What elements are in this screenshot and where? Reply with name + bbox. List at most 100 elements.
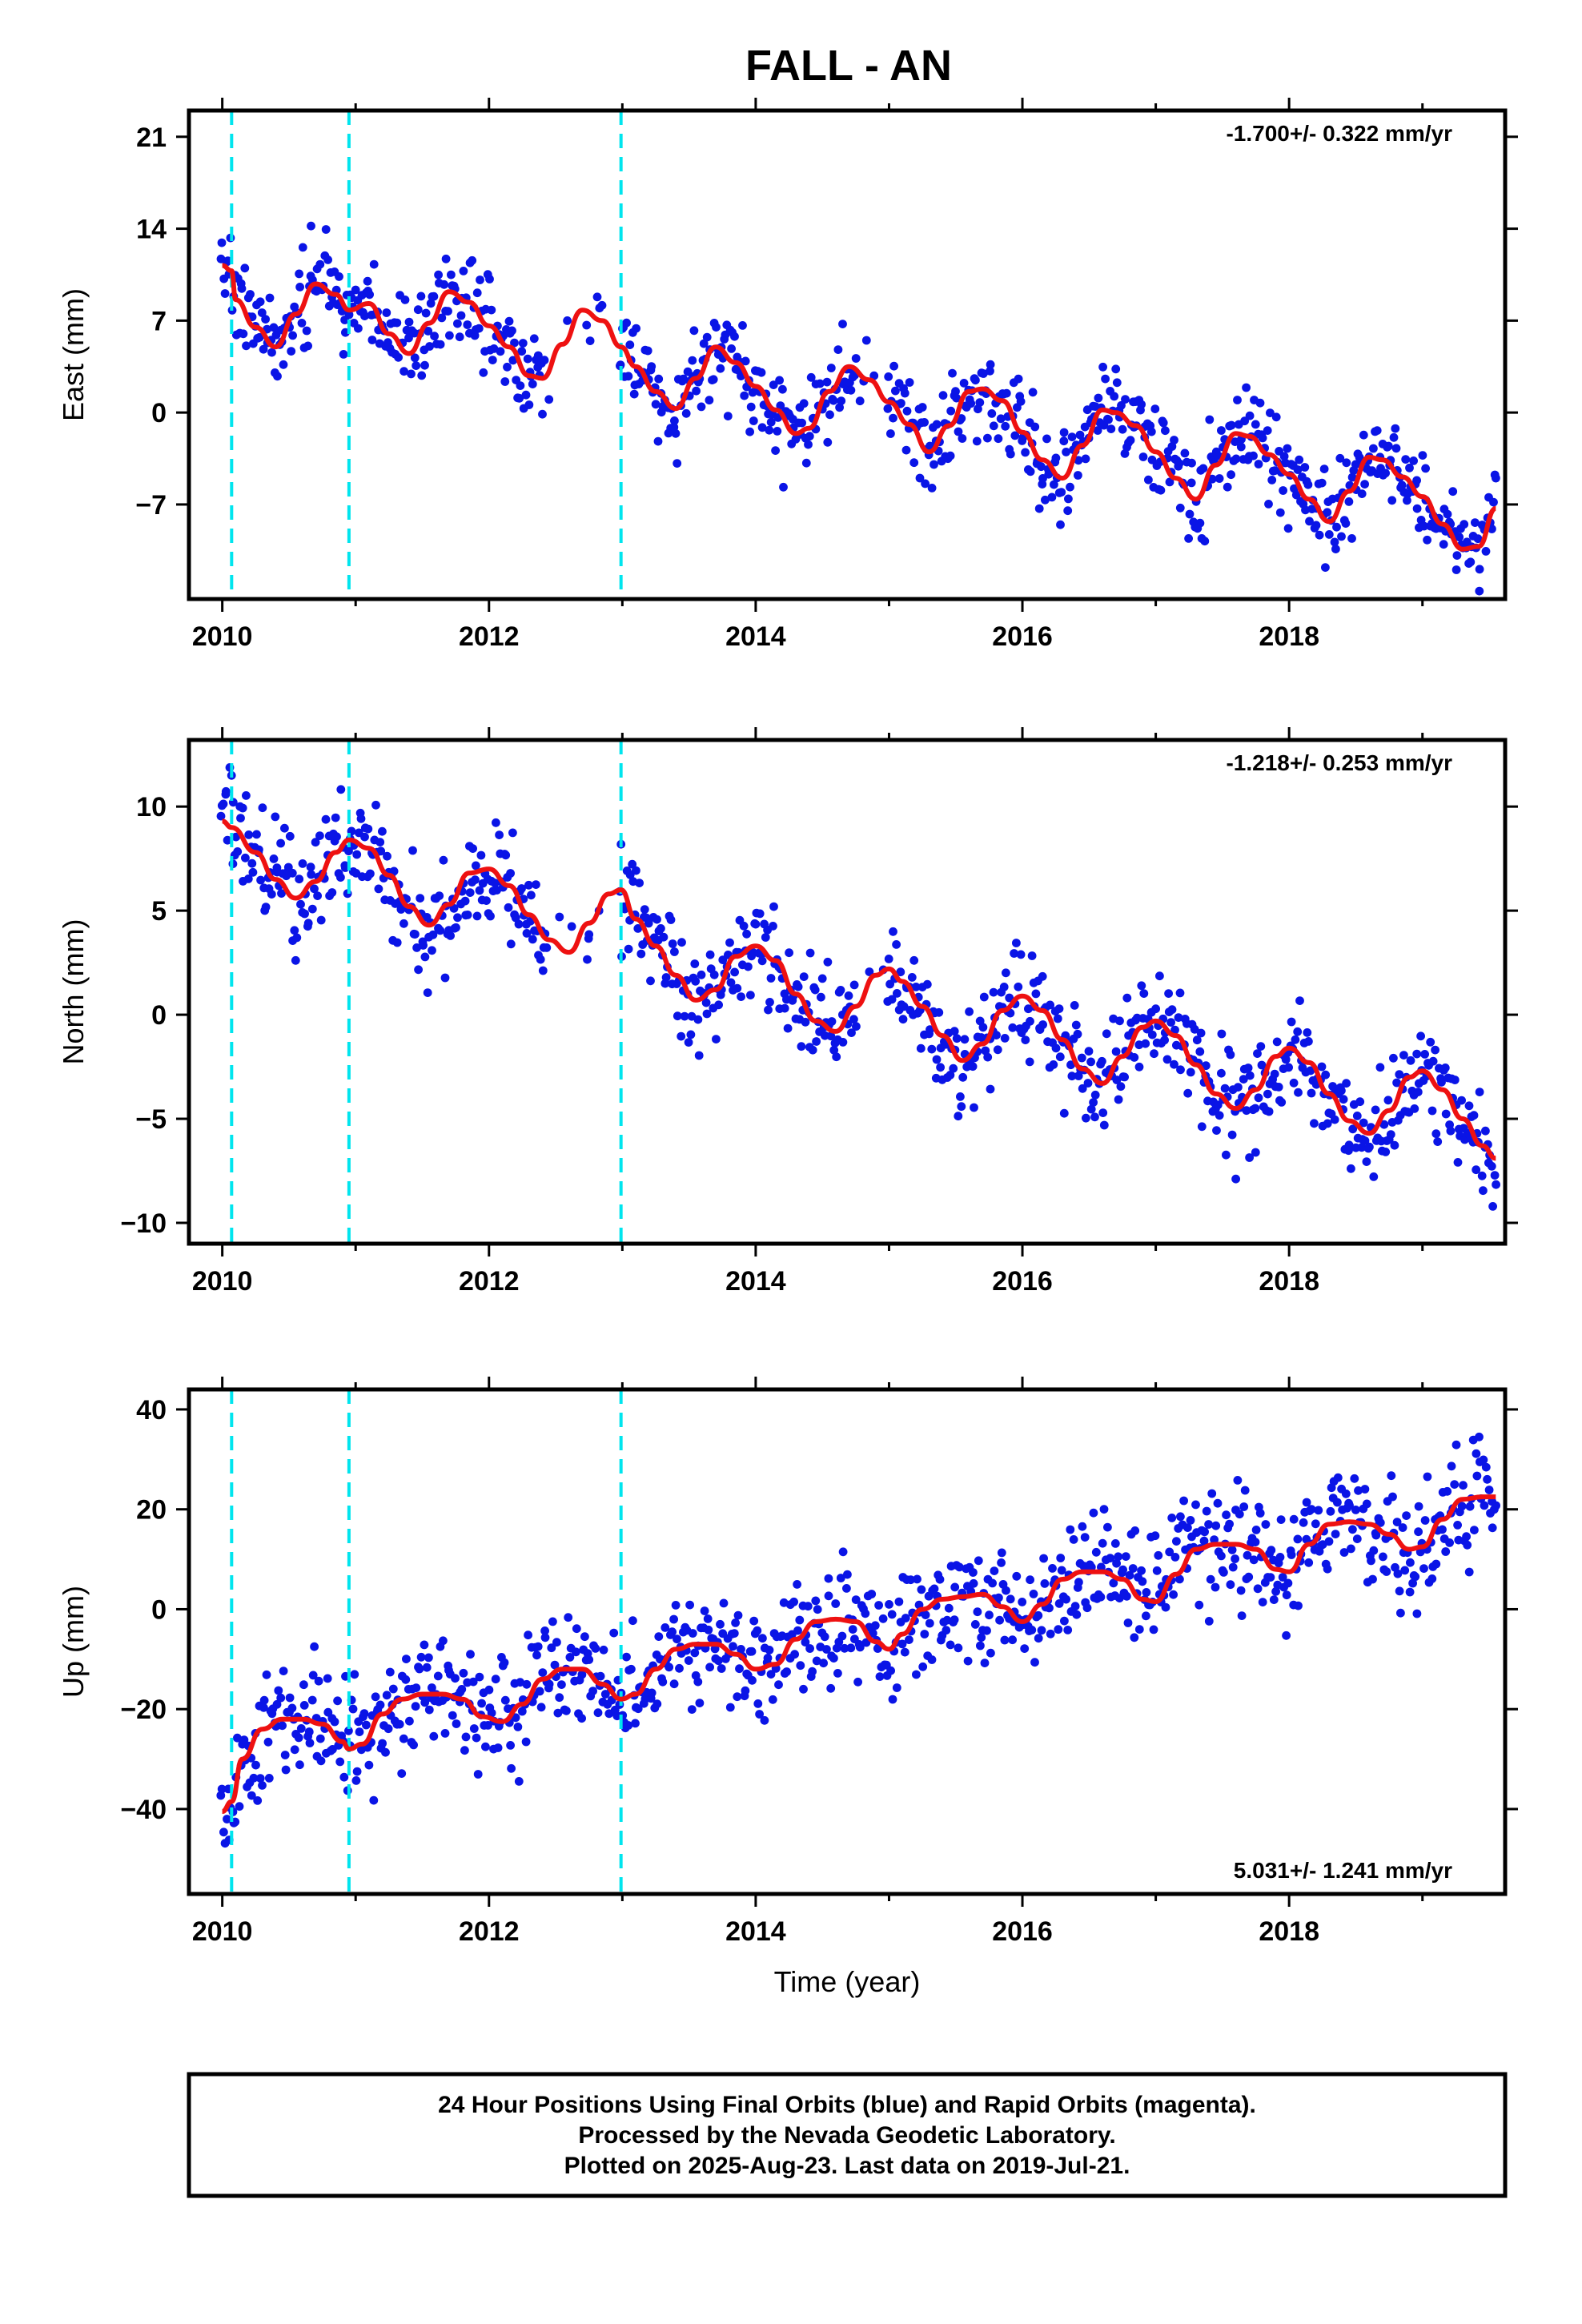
- data-point: [392, 938, 402, 947]
- data-point: [523, 354, 532, 364]
- data-point: [449, 903, 459, 913]
- data-point: [564, 1613, 573, 1622]
- data-point: [414, 965, 423, 975]
- data-point: [1210, 1535, 1219, 1544]
- data-point: [661, 973, 671, 982]
- data-point: [1487, 1161, 1496, 1171]
- data-point: [1359, 1118, 1368, 1128]
- data-point: [475, 1672, 484, 1682]
- data-point: [413, 305, 423, 315]
- data-point: [486, 911, 495, 921]
- data-point: [425, 342, 434, 351]
- data-point: [315, 831, 324, 840]
- data-point: [1455, 533, 1464, 542]
- data-point: [1175, 1574, 1184, 1584]
- data-point: [930, 1584, 939, 1594]
- data-point: [1064, 494, 1073, 504]
- data-point: [1453, 1521, 1462, 1530]
- data-point: [506, 1741, 515, 1750]
- data-point: [1411, 1572, 1420, 1582]
- data-point: [1172, 1537, 1181, 1546]
- data-point: [948, 368, 957, 378]
- data-point: [1481, 1126, 1490, 1136]
- data-point: [1080, 1533, 1090, 1542]
- data-point: [1056, 1554, 1066, 1562]
- data-point: [513, 1723, 523, 1731]
- data-point: [235, 1802, 244, 1811]
- data-point: [679, 374, 688, 384]
- y-axis-label: Up (mm): [57, 1586, 90, 1698]
- data-point: [654, 374, 664, 384]
- data-point: [321, 814, 331, 824]
- data-point: [375, 1700, 385, 1710]
- data-point: [280, 823, 289, 833]
- x-axis: 2010 2012 2014 2016 2018: [192, 727, 1424, 1297]
- data-point: [1324, 530, 1334, 539]
- data-point: [1204, 1520, 1213, 1529]
- data-point: [1038, 971, 1047, 981]
- data-point: [884, 955, 893, 963]
- x-tick-label: 2012: [459, 1916, 520, 1947]
- data-point: [1114, 1552, 1123, 1562]
- data-point: [511, 913, 520, 923]
- data-point: [1439, 540, 1448, 549]
- data-point: [771, 446, 780, 455]
- data-point: [1426, 1037, 1435, 1047]
- data-point: [1021, 448, 1030, 457]
- data-point: [1098, 1538, 1107, 1548]
- data-point: [826, 1031, 836, 1041]
- footer-box: 24 Hour Positions Using Final Orbits (bl…: [187, 2072, 1508, 2198]
- data-point: [934, 1007, 944, 1017]
- data-point: [255, 297, 265, 307]
- data-point: [1111, 364, 1121, 374]
- data-point: [455, 332, 464, 342]
- data-point: [894, 1597, 904, 1606]
- data-point: [817, 992, 825, 1002]
- data-point: [1450, 1480, 1460, 1489]
- data-point: [1305, 517, 1314, 526]
- data-point: [382, 1691, 391, 1700]
- data-point: [1414, 1502, 1423, 1511]
- data-point: [504, 903, 513, 912]
- model-fit-line: [221, 1494, 1496, 1815]
- data-point: [1047, 493, 1057, 502]
- data-point: [1139, 989, 1149, 998]
- data-point: [1413, 1088, 1423, 1096]
- footer-line-1: 24 Hour Positions Using Final Orbits (bl…: [438, 2092, 1256, 2118]
- data-point: [765, 1646, 774, 1655]
- data-point: [930, 460, 938, 469]
- data-point: [1206, 1574, 1215, 1584]
- data-point: [973, 1607, 982, 1617]
- data-point: [1170, 1553, 1180, 1562]
- data-point: [508, 326, 516, 336]
- data-point: [810, 985, 820, 995]
- data-point: [727, 344, 736, 353]
- data-point: [1217, 1068, 1226, 1078]
- data-point: [1226, 1050, 1235, 1059]
- data-point: [597, 300, 607, 310]
- data-point: [1020, 1644, 1030, 1654]
- data-point: [1463, 1540, 1472, 1550]
- data-point: [1270, 1069, 1279, 1079]
- data-point: [383, 851, 391, 861]
- data-point: [897, 399, 905, 408]
- chart-title: FALL - AN: [745, 42, 952, 90]
- data-point: [906, 1575, 915, 1585]
- data-point: [1395, 1070, 1404, 1079]
- data-point: [1337, 532, 1346, 541]
- y-tick-label: 21: [136, 123, 167, 153]
- data-point: [453, 319, 462, 328]
- data-point: [901, 1614, 910, 1622]
- data-point: [868, 1629, 877, 1638]
- data-point: [622, 1652, 631, 1662]
- data-point: [884, 372, 893, 381]
- data-point: [1016, 950, 1026, 959]
- data-point: [452, 923, 460, 932]
- data-point: [731, 1618, 740, 1627]
- data-point: [1304, 1558, 1314, 1567]
- data-point: [769, 380, 778, 389]
- data-point: [463, 911, 472, 919]
- data-point: [805, 432, 814, 441]
- data-point: [986, 366, 994, 376]
- data-point: [1187, 458, 1196, 468]
